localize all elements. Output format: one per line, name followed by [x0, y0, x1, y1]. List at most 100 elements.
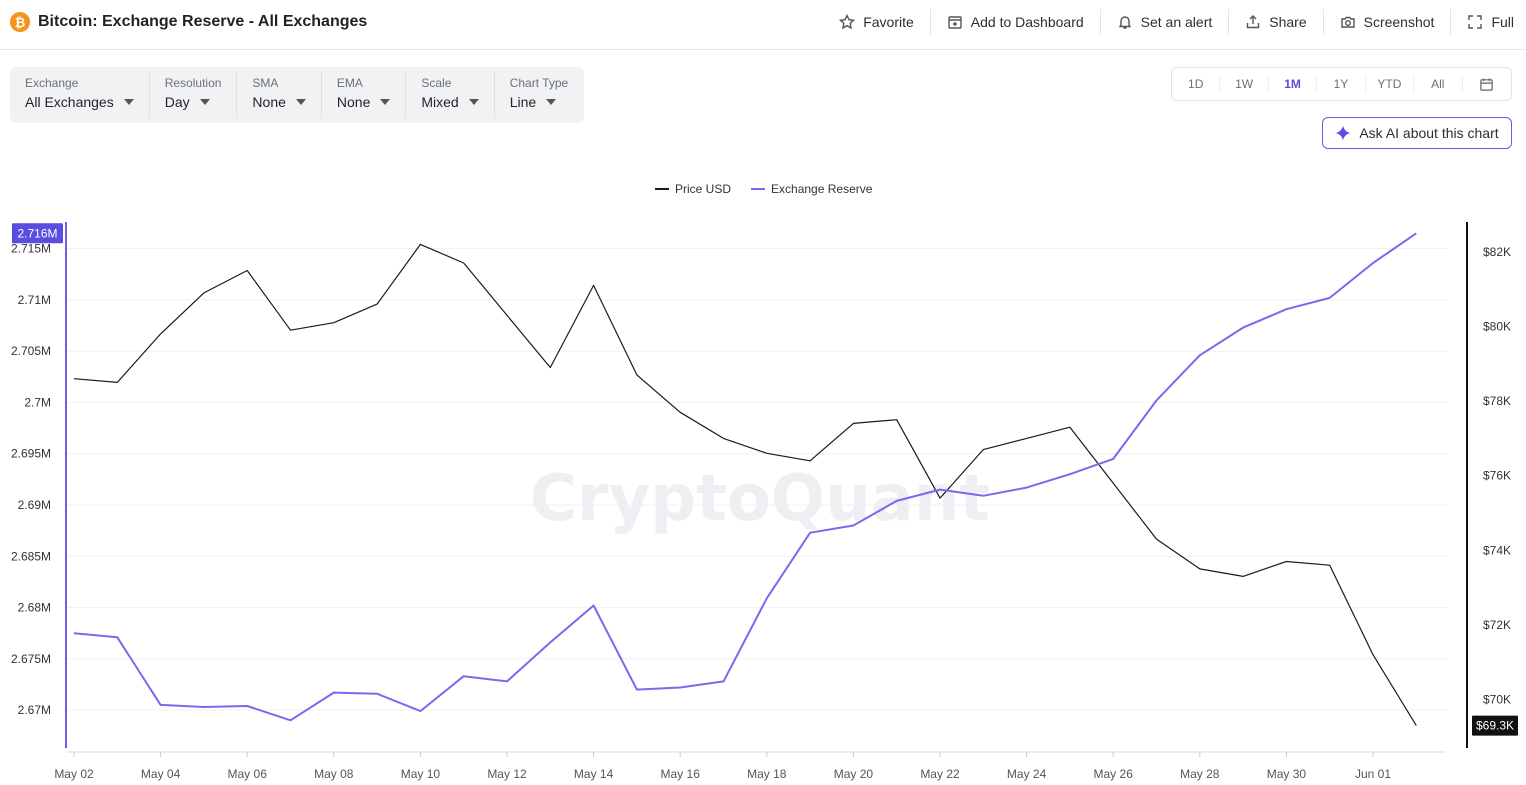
x-tick-label: May 14 — [574, 767, 614, 781]
price-point — [116, 381, 119, 384]
reserve-point — [376, 692, 379, 695]
ask-ai-label: Ask AI about this chart — [1359, 125, 1499, 141]
chart-type-label: Chart Type — [509, 76, 569, 90]
resolution-select[interactable]: Resolution Day — [150, 72, 238, 118]
scale-value: Mixed — [421, 94, 459, 110]
right-tick-label: $72K — [1483, 618, 1511, 632]
series-lines — [73, 232, 1418, 727]
price-point — [1025, 437, 1028, 440]
ema-label: EMA — [336, 76, 363, 90]
price-point — [419, 243, 422, 246]
reserve-point — [809, 531, 812, 534]
price-point — [765, 452, 768, 455]
reserve-point — [635, 688, 638, 691]
x-tick-label: May 04 — [141, 767, 181, 781]
reserve-point — [939, 488, 942, 491]
reserve-point — [1242, 326, 1245, 329]
price-point — [246, 269, 249, 272]
series-line-exchange-reserve — [73, 232, 1417, 722]
reserve-point — [549, 641, 552, 644]
left-last-value-label: 2.716M — [17, 226, 57, 240]
price-point — [939, 497, 942, 500]
x-tick-label: May 10 — [401, 767, 441, 781]
range-all[interactable]: All — [1414, 75, 1463, 93]
reserve-point — [982, 494, 985, 497]
right-tick-label: $70K — [1483, 693, 1511, 707]
calendar-button[interactable] — [1463, 77, 1511, 92]
grid-lines — [66, 248, 1447, 711]
scale-select[interactable]: Scale Mixed — [406, 72, 495, 118]
calendar-icon — [1480, 77, 1493, 91]
reserve-point — [462, 675, 465, 678]
price-point — [679, 411, 682, 414]
legend-price[interactable]: Price USD — [655, 182, 731, 196]
price-point — [1155, 538, 1158, 541]
reserve-point — [506, 680, 509, 683]
reserve-point — [73, 632, 76, 635]
price-point — [895, 418, 898, 421]
left-tick-label: 2.705M — [11, 344, 51, 358]
price-point — [809, 459, 812, 462]
chart-type-value: Line — [509, 94, 537, 110]
price-point — [1372, 653, 1375, 656]
left-tick-label: 2.675M — [11, 652, 51, 666]
favorite-label: Favorite — [863, 14, 914, 30]
price-point — [1068, 426, 1071, 429]
price-point — [332, 321, 335, 324]
legend-reserve[interactable]: Exchange Reserve — [751, 182, 872, 196]
bell-icon — [1118, 16, 1131, 29]
ema-value: None — [336, 94, 371, 110]
range-1w[interactable]: 1W — [1220, 75, 1269, 93]
add-dashboard-icon — [948, 16, 962, 29]
price-point — [462, 262, 465, 265]
price-point — [1242, 575, 1245, 578]
price-point — [1415, 724, 1418, 727]
share-button[interactable]: Share — [1229, 9, 1324, 35]
left-tick-label: 2.71M — [18, 293, 51, 307]
reserve-point — [852, 524, 855, 527]
header-actions: Favorite Add to Dashboard Set an alert S… — [823, 0, 1526, 44]
reserve-point — [289, 719, 292, 722]
series-line-price-usd — [73, 243, 1417, 726]
price-point — [159, 332, 162, 335]
line-chart: CryptoQuant 2.67M2.675M2.68M2.685M2.69M2… — [11, 222, 1518, 781]
add-to-dashboard-button[interactable]: Add to Dashboard — [931, 9, 1101, 35]
legend-price-label: Price USD — [675, 182, 732, 196]
sparkle-icon — [1335, 125, 1351, 141]
price-point — [1112, 482, 1115, 485]
screenshot-button[interactable]: Screenshot — [1324, 9, 1452, 35]
favorite-button[interactable]: Favorite — [823, 9, 931, 35]
fullscreen-button[interactable]: Full — [1451, 9, 1526, 35]
reserve-point — [159, 703, 162, 706]
watermark: CryptoQuant — [530, 462, 990, 536]
right-tick-label: $74K — [1483, 543, 1511, 557]
range-ytd[interactable]: YTD — [1366, 75, 1415, 93]
screenshot-label: Screenshot — [1363, 14, 1435, 30]
range-1y[interactable]: 1Y — [1317, 75, 1366, 93]
chart-type-select[interactable]: Chart Type Line — [495, 72, 583, 118]
brand: ₿ Bitcoin: Exchange Reserve - All Exchan… — [10, 12, 367, 32]
ask-ai-button[interactable]: Ask AI about this chart — [1322, 117, 1512, 149]
bitcoin-icon: ₿ — [10, 12, 30, 32]
scale-label: Scale — [421, 76, 452, 90]
right-tick-label: $76K — [1483, 469, 1511, 483]
x-tick-label: May 08 — [314, 767, 354, 781]
set-alert-button[interactable]: Set an alert — [1101, 9, 1230, 35]
range-1d[interactable]: 1D — [1172, 75, 1221, 93]
right-tick-label: $78K — [1483, 394, 1511, 408]
price-point — [1285, 560, 1288, 563]
left-tick-label: 2.715M — [11, 242, 51, 256]
x-tick-label: May 26 — [1094, 767, 1134, 781]
exchange-select[interactable]: Exchange All Exchanges — [10, 72, 150, 118]
range-1m[interactable]: 1M — [1269, 75, 1318, 93]
price-point — [635, 373, 638, 376]
price-point — [506, 314, 509, 317]
price-point — [1198, 567, 1201, 570]
sma-select[interactable]: SMA None — [237, 72, 322, 118]
reserve-point — [1112, 457, 1115, 460]
price-point — [982, 448, 985, 451]
price-point — [73, 377, 76, 380]
ema-select[interactable]: EMA None — [322, 72, 407, 118]
axis-labels: 2.67M 2.675M 2.68M 2.685M 2.69M 2.695M 2.7M 2.7… — [11, 223, 1518, 781]
x-tick-label: May 18 — [747, 767, 787, 781]
